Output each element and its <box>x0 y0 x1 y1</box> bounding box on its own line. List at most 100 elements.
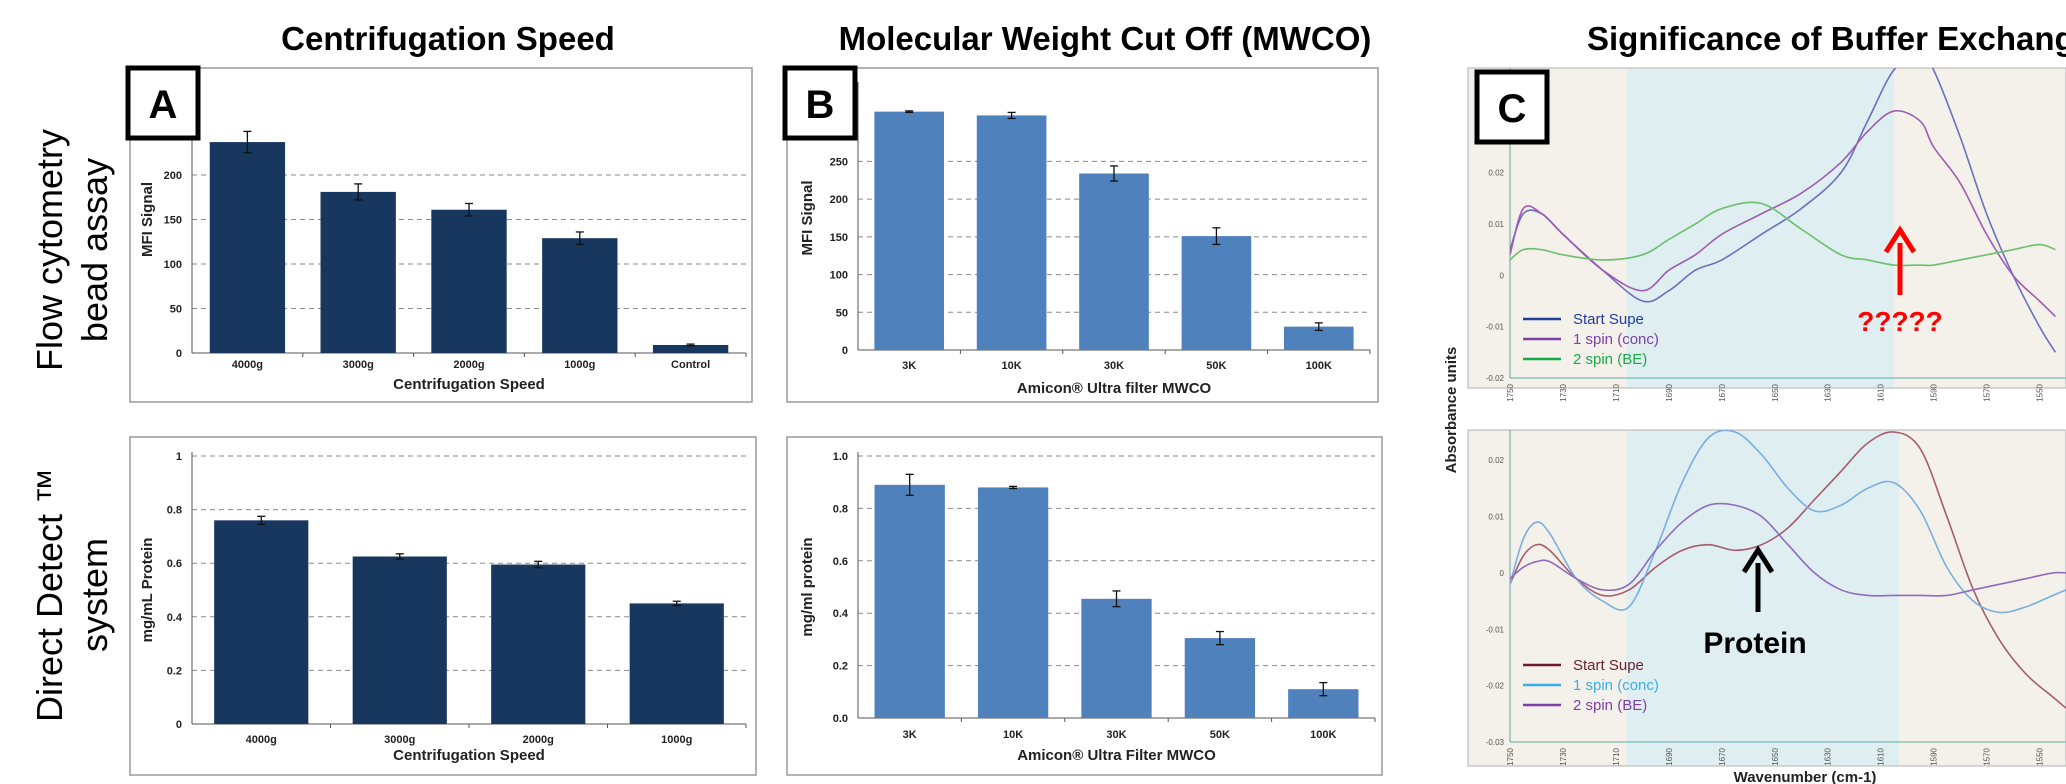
x-tick-label: 1570 <box>1983 747 1992 765</box>
y-tick-label: 0.4 <box>167 612 183 624</box>
x-tick-label: 2000g <box>523 734 554 746</box>
protein-annotation: Protein <box>1703 627 1806 660</box>
x-tick-label: 1000g <box>564 359 595 371</box>
c-shared-ylabel: Absorbance units <box>1443 347 1460 474</box>
x-tick-label: 1590 <box>1930 747 1939 765</box>
x-tick-label: 10K <box>1002 360 1022 372</box>
y-axis-title: MFI Signal <box>139 182 156 257</box>
y-tick-label: 0.02 <box>1488 456 1504 465</box>
series-line <box>1510 201 2056 267</box>
bar <box>1081 598 1152 718</box>
x-tick-label: 30K <box>1106 729 1126 741</box>
x-tick-label: 4000g <box>232 359 263 371</box>
y-tick-label: 0.6 <box>167 558 182 570</box>
x-tick-label: 1690 <box>1665 747 1674 765</box>
x-tick-label: 1610 <box>1877 383 1886 401</box>
x-tick-label: Control <box>671 359 710 371</box>
x-tick-label: 1000g <box>661 734 692 746</box>
y-tick-label: 1.0 <box>833 451 848 463</box>
row-label-direct-detect: Direct Detect ™ system <box>29 468 115 722</box>
x-tick-label: 100K <box>1310 729 1336 741</box>
x-tick-label: 4000g <box>246 734 277 746</box>
column-title-centrifugation: Centrifugation Speed <box>281 20 615 57</box>
protein-arrow-head <box>1741 545 1775 574</box>
chart-mwco-protein: 0.0 0.2 0.4 0.6 0.8 1.0 3K 10K 30K 50K 100K Amicon®… <box>786 436 1383 776</box>
x-tick-label: 1550 <box>2036 747 2045 765</box>
bar <box>874 484 945 718</box>
x-tick-label: 3000g <box>384 734 415 746</box>
bar <box>977 487 1049 718</box>
x-tick-label: 1650 <box>1771 747 1780 765</box>
x-tick-label: 1630 <box>1824 747 1833 765</box>
x-tick-label: 1750 <box>1506 383 1515 401</box>
y-tick-label: 100 <box>164 259 182 271</box>
x-tick-label: 1730 <box>1559 747 1568 765</box>
x-tick-label: 3K <box>902 360 916 372</box>
x-tick-label: 1750 <box>1506 747 1515 765</box>
y-tick-label: 0 <box>176 348 182 360</box>
bar <box>652 344 729 353</box>
bar <box>352 556 447 724</box>
y-tick-label: 150 <box>164 215 182 227</box>
y-tick-label: 0.0 <box>833 713 848 725</box>
row-label-line1: Flow cytometry <box>29 129 70 371</box>
x-tick-label: 30K <box>1104 360 1124 372</box>
x-axis-title: Wavenumber (cm-1) <box>1734 769 1877 784</box>
bar <box>1184 638 1256 718</box>
x-tick-label: 1650 <box>1771 383 1780 401</box>
legend-label: 1 spin (conc) <box>1573 677 1659 694</box>
y-tick-label: 0.2 <box>833 661 848 673</box>
y-tick-label: -0.02 <box>1486 374 1505 383</box>
bar <box>491 564 586 724</box>
x-tick-label: 1630 <box>1824 383 1833 401</box>
legend-label: 1 spin (conc) <box>1573 331 1659 348</box>
y-tick-label: -0.01 <box>1486 323 1505 332</box>
x-tick-label: 10K <box>1003 729 1023 741</box>
column-title-buffer-exchange: Significance of Buffer Exchange <box>1587 20 2066 57</box>
y-tick-label: 0 <box>842 345 848 357</box>
row-label-line1: Direct Detect ™ <box>29 468 70 722</box>
chart-mwco-mfi: 0 50 100 150 200 250 3K 10K 30K 50K 100K Amicon® Ul… <box>786 67 1379 403</box>
column-title-mwco: Molecular Weight Cut Off (MWCO) <box>839 20 1372 57</box>
legend-label: 2 spin (BE) <box>1573 697 1647 714</box>
x-tick-label: 1670 <box>1718 747 1727 765</box>
panel-letter-c-box: C <box>1474 69 1550 145</box>
bar <box>1079 173 1149 350</box>
y-axis-title: mg/ml protein <box>799 537 816 636</box>
panel-letter-a-box: A <box>125 65 201 141</box>
bar <box>214 520 309 724</box>
series-line <box>1510 109 2056 317</box>
y-axis-title: MFI Signal <box>799 181 816 256</box>
x-tick-label: 1610 <box>1877 747 1886 765</box>
x-axis-title: Centrifugation Speed <box>393 747 545 764</box>
x-tick-label: 50K <box>1210 729 1230 741</box>
y-tick-label: 0.2 <box>167 665 182 677</box>
shaded-region <box>1626 431 1900 765</box>
chart-spectra-top: -0.02 -0.01 0 0.01 0.02 1750 1730 1710 1690 1670 1… <box>1467 67 2066 402</box>
panel-letter-c: C <box>1498 87 1527 131</box>
x-axis-title: Amicon® Ultra filter MWCO <box>1017 380 1212 397</box>
red-arrow-head <box>1883 225 1917 254</box>
bar <box>542 238 618 353</box>
y-tick-label: 50 <box>170 304 182 316</box>
y-tick-label: 100 <box>830 270 848 282</box>
x-tick-label: 1710 <box>1612 383 1621 401</box>
bar <box>1181 236 1252 350</box>
x-tick-label: 100K <box>1306 360 1332 372</box>
bar <box>320 191 396 353</box>
row-label-line2: bead assay <box>74 158 115 342</box>
panel-letter-b: B <box>806 83 835 127</box>
y-tick-label: -0.01 <box>1486 625 1505 634</box>
y-tick-label: 250 <box>830 156 848 168</box>
bar <box>874 111 945 350</box>
x-tick-label: 1550 <box>2036 383 2045 401</box>
legend-label: 2 spin (BE) <box>1573 351 1647 368</box>
bar <box>431 209 507 353</box>
x-tick-label: 3000g <box>343 359 374 371</box>
x-tick-label: 1730 <box>1559 383 1568 401</box>
y-tick-label: 50 <box>836 307 848 319</box>
x-tick-label: 3K <box>903 729 917 741</box>
chart-centrifugation-mfi: 0 50 100 150 200 4000g 3000g 2000g 1000g Control C… <box>129 67 753 403</box>
chart-centrifugation-protein: 0 0.2 0.4 0.6 0.8 1 4000g 3000g 2000g 1000g Centri… <box>129 436 757 776</box>
